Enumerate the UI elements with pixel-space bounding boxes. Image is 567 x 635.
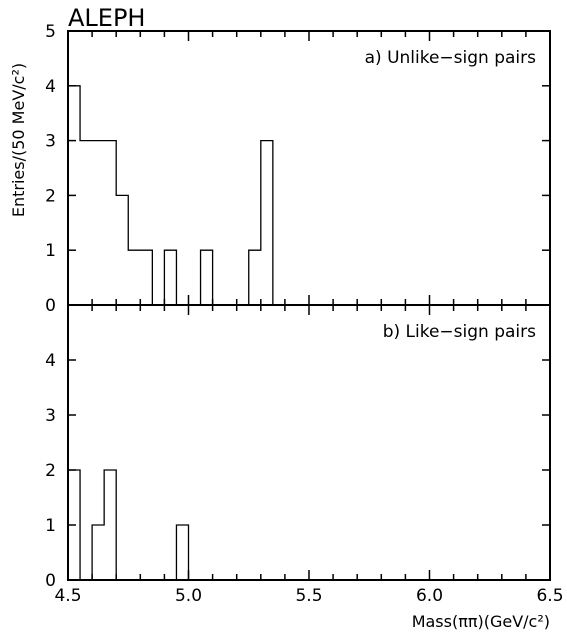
panel-a-label: a) Unlike−sign pairs — [365, 48, 537, 68]
panel-b-ytick-label: 3 — [45, 406, 56, 426]
panel-b-histogram — [67, 469, 190, 581]
x-axis-label: Mass(ππ)(GeV/c²) — [412, 612, 550, 631]
panel-a-frame — [67, 30, 551, 306]
panel-b-xtick-label: 6.0 — [416, 586, 443, 606]
panel-a-bin — [249, 250, 261, 305]
panel-a-bin — [116, 195, 128, 305]
y-axis-label: Entries/(50 MeV/c²) — [9, 63, 28, 217]
panel-b-ytick-label: 2 — [45, 461, 56, 481]
panel-b-frame — [67, 304, 551, 581]
panel-a-bin — [164, 250, 176, 305]
panel-b-ytick-label: 0 — [45, 571, 56, 591]
panel-b-xtick-label: 6.5 — [536, 586, 563, 606]
panel-a-ytick-label: 5 — [45, 22, 56, 42]
panel-a-bin — [201, 250, 213, 305]
panel-a-bin — [104, 141, 116, 305]
panel-a-ytick-label: 1 — [45, 241, 56, 261]
panel-a-ytick-label: 3 — [45, 132, 56, 152]
panel-b-ytick-label: 4 — [45, 351, 56, 371]
panel-b-xtick-label: 5.5 — [295, 586, 322, 606]
panel-a-histogram — [67, 85, 274, 306]
panel-unlike-sign: 0 1 2 3 4 5 a) Unlike−sign pairs — [45, 22, 551, 316]
panel-like-sign: 0 1 2 3 4 4.5 5.0 5.5 6.0 6.5 b) Like−sign pairs — [45, 304, 564, 606]
panel-a-ytick-label: 0 — [45, 296, 56, 316]
panel-b-bin — [176, 525, 188, 580]
panel-a-bin — [80, 141, 92, 305]
panel-a-bin — [92, 141, 104, 305]
panel-a-bin — [128, 250, 140, 305]
panel-a-bin — [261, 141, 273, 305]
panel-b-label: b) Like−sign pairs — [383, 322, 536, 342]
experiment-label: ALEPH — [68, 4, 145, 32]
panel-b-ytick-label: 1 — [45, 516, 56, 536]
panel-a-ytick-label: 2 — [45, 186, 56, 206]
panel-a-bin — [140, 250, 152, 305]
panel-b-xtick-label: 5.0 — [175, 586, 202, 606]
panel-a-ytick-label: 4 — [45, 77, 56, 97]
panel-b-xtick-label: 4.5 — [54, 586, 81, 606]
panel-b-bin — [92, 525, 104, 580]
panel-b-bin — [104, 470, 116, 580]
